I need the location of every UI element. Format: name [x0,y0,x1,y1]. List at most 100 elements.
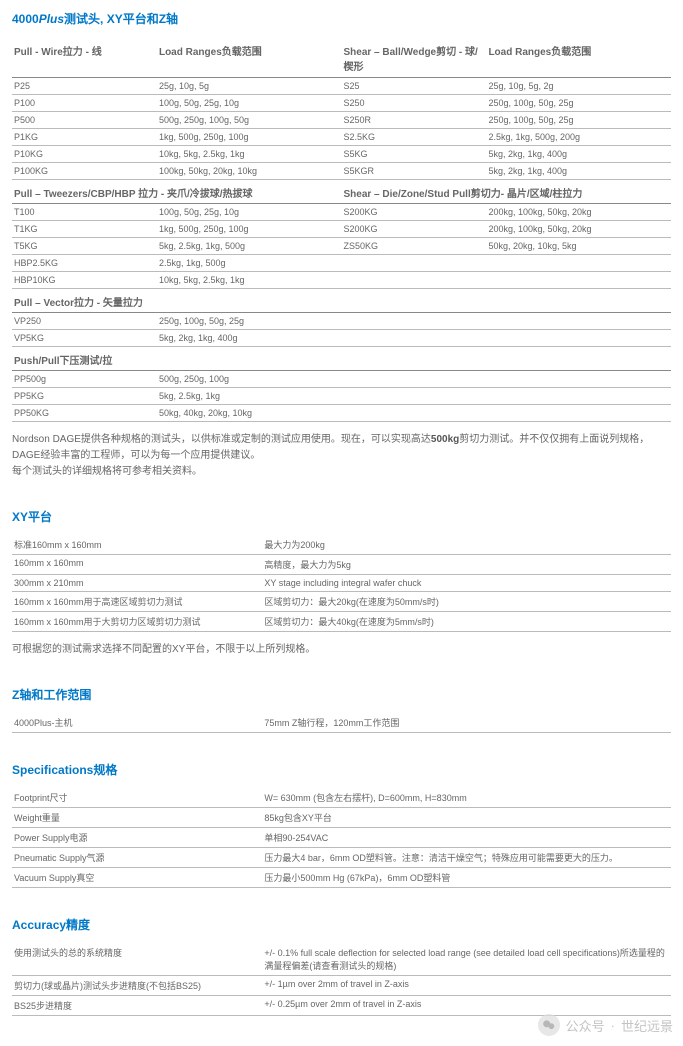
table-cell [486,272,671,289]
specs-section-title: Specifications规格 [12,761,671,778]
table-cell: 5kg, 2.5kg, 1kg [157,388,342,405]
title-plus: Plus [39,12,64,26]
table-row: 4000Plus-主机75mm Z轴行程，120mm工作范围 [12,713,671,733]
table-cell: Power Supply电源 [12,828,262,848]
para-bold: 500kg [431,434,459,445]
table-cell: BS25步进精度 [12,996,262,1016]
table-row: P500500g, 250g, 100g, 50gS250R250g, 100g… [12,112,671,129]
table-row: T100100g, 50g, 25g, 10gS200KG200kg, 100k… [12,204,671,221]
table-row: 300mm x 210mmXY stage including integral… [12,575,671,592]
table-cell: P100KG [12,163,157,180]
cartridge-table: Pull - Wire拉力 - 线Load Ranges负载范围Shear – … [12,39,671,422]
sub-header: Pull – Tweezers/CBP/HBP 拉力 - 夹爪/冷拔球/热拔球 [12,180,341,204]
table-cell: S250R [341,112,486,129]
table-row: P2525g, 10g, 5gS2525g, 10g, 5g, 2g [12,78,671,95]
table-row: 标准160mm x 160mm最大力为200kg [12,535,671,555]
table-row: VP250250g, 100g, 50g, 25g [12,313,671,330]
table-row: 160mm x 160mm用于高速区域剪切力测试区域剪切力：最大20kg(在速度… [12,592,671,612]
table-row: BS25步进精度+/- 0.25µm over 2mm of travel in… [12,996,671,1016]
table-cell [341,330,486,347]
table-cell: 10kg, 5kg, 2.5kg, 1kg [157,272,342,289]
table-cell: 标准160mm x 160mm [12,535,262,555]
table-cell: 200kg, 100kg, 50kg, 20kg [486,204,671,221]
table-cell: +/- 0.1% full scale deflection for selec… [262,943,671,976]
table-cell [341,272,486,289]
table-cell: S200KG [341,204,486,221]
table-cell: +/- 0.25µm over 2mm of travel in Z-axis [262,996,671,1016]
table-row: T5KG5kg, 2.5kg, 1kg, 500gZS50KG50kg, 20k… [12,238,671,255]
z-section-title: Z轴和工作范围 [12,686,671,703]
table-cell: S25 [341,78,486,95]
table-cell: 500g, 250g, 100g [157,371,342,388]
table-cell [486,371,671,388]
table-cell: S5KG [341,146,486,163]
title-suffix: 测试头, XY平台和Z轴 [64,12,178,26]
watermark-sep: · [611,1018,615,1033]
table-cell: 300mm x 210mm [12,575,262,592]
table-row: Footprint尺寸W= 630mm (包含左右摆杆), D=600mm, H… [12,788,671,808]
watermark: 公众号 · 世纪远景 [538,1014,673,1036]
table-cell: 75mm Z轴行程，120mm工作范围 [262,713,671,733]
xy-table: 标准160mm x 160mm最大力为200kg160mm x 160mm高精度… [12,535,671,632]
table-cell: 10kg, 5kg, 2.5kg, 1kg [157,146,342,163]
table-cell: VP250 [12,313,157,330]
table-cell: 160mm x 160mm [12,555,262,575]
table-cell: 250g, 100g, 50g, 25g [157,313,342,330]
table-cell: Footprint尺寸 [12,788,262,808]
table-cell: 压力最大4 bar，6mm OD塑料管。注意：清洁干燥空气；特殊应用可能需要更大… [262,848,671,868]
table-cell: T1KG [12,221,157,238]
table-cell [486,388,671,405]
table-cell: S200KG [341,221,486,238]
table-cell: S5KGR [341,163,486,180]
table-row: Power Supply电源单相90-254VAC [12,828,671,848]
col-header: Shear – Ball/Wedge剪切 - 球/楔形 [341,39,486,78]
para-t3: 每个测试头的详细规格将可参考相关资料。 [12,466,202,477]
table-cell: 区域剪切力：最大20kg(在速度为50mm/s时) [262,592,671,612]
table-cell: HBP2.5KG [12,255,157,272]
table-cell [486,255,671,272]
table-cell: Pneumatic Supply气源 [12,848,262,868]
z-table: 4000Plus-主机75mm Z轴行程，120mm工作范围 [12,713,671,733]
xy-section-title: XY平台 [12,508,671,525]
table-cell [486,313,671,330]
table-row: 剪切力(球或晶片)测试头步进精度(不包括BS25)+/- 1µm over 2m… [12,976,671,996]
table-cell: 25g, 10g, 5g, 2g [486,78,671,95]
table-cell [486,405,671,422]
table-cell: HBP10KG [12,272,157,289]
wechat-icon [538,1014,560,1036]
table-cell [341,313,486,330]
table-cell: 压力最小500mm Hg (67kPa)，6mm OD塑料管 [262,868,671,888]
table-cell: P100 [12,95,157,112]
table-row: T1KG1kg, 500g, 250g, 100gS200KG200kg, 10… [12,221,671,238]
table-cell: 1kg, 500g, 250g, 100g [157,221,342,238]
table-cell: 区域剪切力：最大40kg(在速度为5mm/s时) [262,612,671,632]
table-row: Pneumatic Supply气源压力最大4 bar，6mm OD塑料管。注意… [12,848,671,868]
table-row: PP5KG5kg, 2.5kg, 1kg [12,388,671,405]
table-cell: 250g, 100g, 50g, 25g [486,112,671,129]
table-row: Weight重量85kg包含XY平台 [12,808,671,828]
table-row: PP50KG50kg, 40kg, 20kg, 10kg [12,405,671,422]
table-row: P100100g, 50g, 25g, 10gS250250g, 100g, 5… [12,95,671,112]
table-cell: T100 [12,204,157,221]
table-cell: PP500g [12,371,157,388]
sub-header: Shear – Die/Zone/Stud Pull剪切力- 晶片/区域/柱拉力 [341,180,671,204]
table-cell: 160mm x 160mm用于高速区域剪切力测试 [12,592,262,612]
table-cell: Weight重量 [12,808,262,828]
table-cell: 使用测试头的总的系统精度 [12,943,262,976]
col-header: Load Ranges负载范围 [157,39,342,78]
table-cell: W= 630mm (包含左右摆杆), D=600mm, H=830mm [262,788,671,808]
table-cell [341,255,486,272]
table-cell: 25g, 10g, 5g [157,78,342,95]
table-cell: 5kg, 2kg, 1kg, 400g [486,146,671,163]
table-cell [486,330,671,347]
xy-note: 可根据您的测试需求选择不同配置的XY平台，不限于以上所列规格。 [12,642,671,658]
table-row: PP500g500g, 250g, 100g [12,371,671,388]
table-cell: 2.5kg, 1kg, 500g [157,255,342,272]
table-cell: 160mm x 160mm用于大剪切力区域剪切力测试 [12,612,262,632]
table-cell: Vacuum Supply真空 [12,868,262,888]
table-cell: 200kg, 100kg, 50kg, 20kg [486,221,671,238]
table-cell: +/- 1µm over 2mm of travel in Z-axis [262,976,671,996]
specs-table: Footprint尺寸W= 630mm (包含左右摆杆), D=600mm, H… [12,788,671,888]
table-row: 160mm x 160mm高精度，最大力为5kg [12,555,671,575]
intro-paragraph: Nordson DAGE提供各种规格的测试头，以供标准或定制的测试应用使用。现在… [12,432,671,480]
